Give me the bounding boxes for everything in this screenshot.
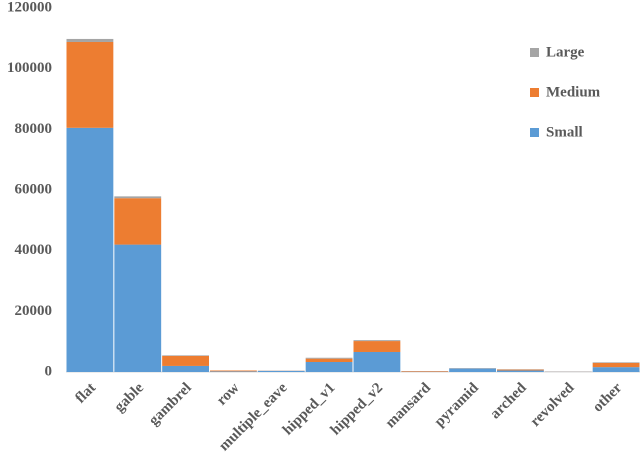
legend-label: Small [546, 124, 583, 140]
x-tick-label: revolved [528, 379, 578, 429]
x-tick-label: mansard [383, 379, 435, 431]
bar-segment [353, 351, 401, 372]
x-tick-label: row [214, 380, 243, 409]
y-tick-label: 120000 [7, 0, 52, 15]
y-tick-label: 80000 [15, 121, 53, 137]
bar-segment [592, 367, 640, 372]
y-tick-label: 100000 [7, 60, 52, 76]
legend-label: Large [546, 44, 585, 60]
legend-swatch [530, 48, 539, 57]
bar-segment [592, 362, 640, 368]
bar-segment [114, 196, 162, 199]
bar-segment [353, 340, 401, 342]
x-tick-label: pyramid [432, 379, 483, 430]
bar-segment [305, 361, 353, 372]
bar-segment [210, 370, 257, 372]
x-tick-label: hipped_v2 [328, 380, 386, 438]
bar-segment [210, 371, 257, 372]
bar-segment [305, 358, 353, 362]
bar-segment [66, 41, 114, 128]
y-tick-label: 60000 [15, 181, 53, 197]
bar-segment [162, 355, 209, 366]
bar-segment [353, 341, 401, 352]
bar-segment [66, 38, 114, 42]
x-tick-label: arched [487, 379, 530, 422]
bar-segment [114, 198, 162, 245]
bar-segment [66, 127, 114, 372]
bar-segment [497, 369, 544, 371]
legend-swatch [530, 128, 539, 137]
x-tick-label: gambrel [146, 380, 195, 429]
bar-segment [401, 371, 449, 372]
legend-swatch [530, 88, 539, 97]
x-tick-label: other [590, 380, 626, 416]
bar-segment [162, 355, 209, 356]
bar-segment [162, 365, 209, 372]
x-tick-label: flat [73, 380, 100, 407]
bar-segment [497, 370, 544, 372]
bar-segment [305, 357, 353, 359]
bar-segment [449, 368, 496, 372]
x-tick-label: gable [112, 380, 148, 416]
y-tick-label: 40000 [15, 242, 53, 258]
bar-segment [257, 370, 305, 372]
bar-segment [592, 362, 640, 363]
bar-segment [114, 244, 162, 372]
y-tick-label: 20000 [15, 303, 53, 319]
legend-label: Medium [546, 84, 601, 100]
y-tick-label: 0 [45, 363, 53, 379]
